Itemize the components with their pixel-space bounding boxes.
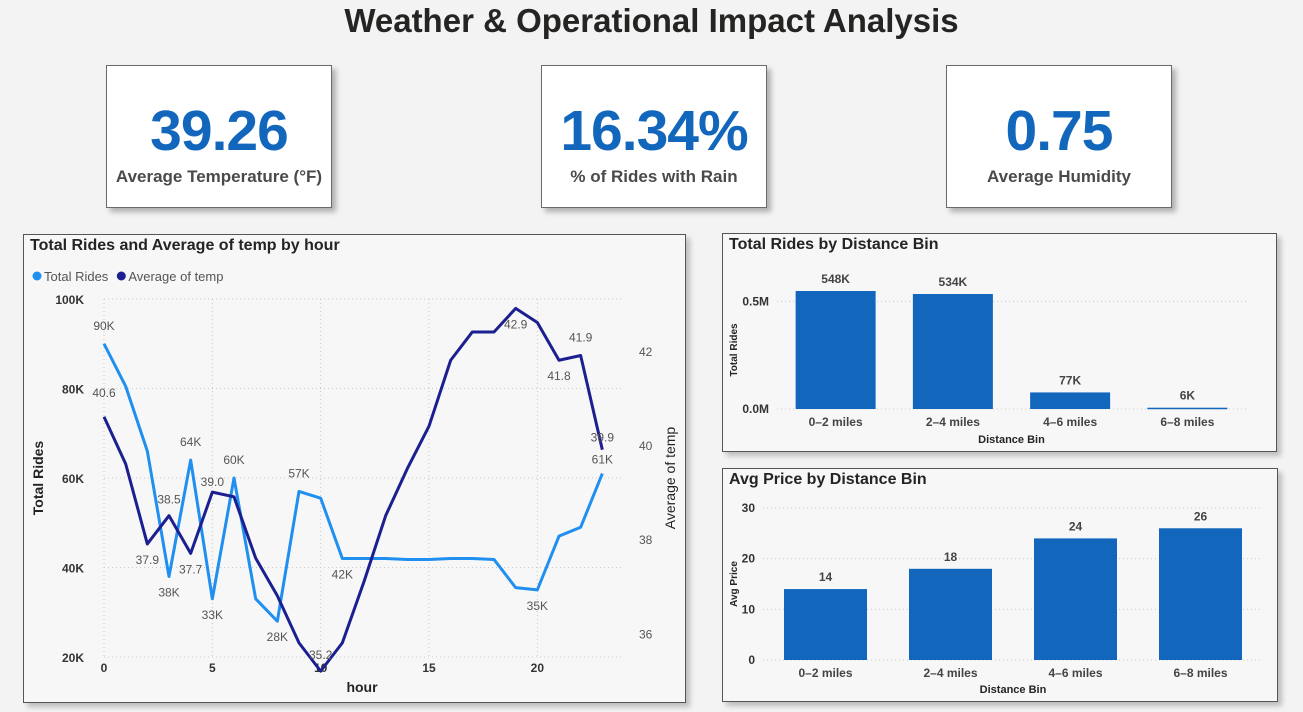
data-label: 39.9 <box>591 431 615 445</box>
chart-title: Total Rides by Distance Bin <box>729 236 939 253</box>
data-label: 64K <box>180 435 201 449</box>
data-label: 42.9 <box>504 317 528 331</box>
line-chart: Total Rides Average of temp 20K 40K 60K 80K 10… <box>30 269 678 695</box>
data-label: 35.2 <box>309 648 333 662</box>
y-axis-title: Total Rides <box>729 323 740 377</box>
bar <box>909 568 992 660</box>
x-axis-title: Distance Bin <box>978 434 1045 446</box>
data-label: 90K <box>93 319 114 333</box>
bar-data-label: 14 <box>819 570 833 584</box>
data-label: 33K <box>202 608 223 622</box>
data-label: 41.8 <box>547 369 571 383</box>
data-label: 40.6 <box>92 386 116 400</box>
bar-data-label: 26 <box>1194 509 1208 523</box>
kpi-label: Average Humidity <box>987 167 1131 186</box>
y2-tick-label: 36 <box>639 627 653 641</box>
x-tick-label: 4–6 miles <box>1048 666 1102 680</box>
x-tick-label: 2–4 miles <box>926 415 980 429</box>
bar-chart-price-panel[interactable]: Avg Price by Distance Bin 0 10 20 30 14 0–2 m… <box>722 468 1278 702</box>
y2-tick-label: 38 <box>639 533 653 547</box>
x-tick-label: 4–6 miles <box>1043 415 1097 429</box>
data-label: 42K <box>332 568 353 582</box>
x-tick-label: 5 <box>209 661 216 675</box>
series-line-average-of-temp <box>102 306 604 673</box>
y-tick-label: 30 <box>742 501 756 515</box>
x-tick-label: 6–8 miles <box>1173 666 1227 680</box>
y-tick-label: 0.5M <box>742 294 769 308</box>
kpi-card-avg-temperature[interactable]: 39.26 Average Temperature (°F) <box>106 65 332 208</box>
legend-entry: Total Rides <box>44 269 109 284</box>
bar-chart-rides-panel[interactable]: Total Rides by Distance Bin 0.0M 0.5M 548K… <box>722 233 1277 452</box>
x-tick-label: 0 <box>101 661 108 675</box>
y-tick-label: 20 <box>742 552 756 566</box>
bar <box>1030 392 1111 409</box>
kpi-value: 16.34% <box>560 99 748 163</box>
chart-title: Avg Price by Distance Bin <box>729 471 927 488</box>
data-label: 37.7 <box>179 562 203 576</box>
kpi-label: Average Temperature (°F) <box>115 167 323 186</box>
bar-data-label: 534K <box>939 275 968 289</box>
bar <box>1159 528 1242 660</box>
data-label: 60K <box>223 453 244 467</box>
bar <box>1147 407 1228 410</box>
kpi-card-avg-humidity[interactable]: 0.75 Average Humidity <box>946 65 1172 208</box>
data-label: 57K <box>288 466 309 480</box>
chart-title: Total Rides and Average of temp by hour <box>30 237 340 254</box>
data-label: 35K <box>527 599 548 613</box>
x-tick-label: 0–2 miles <box>809 415 863 429</box>
data-label: 39.0 <box>201 475 225 489</box>
y2-axis-title: Average of temp <box>662 427 678 530</box>
kpi-value: 39.26 <box>150 99 289 163</box>
data-label: 38K <box>158 585 179 599</box>
series-line-total-rides <box>102 343 604 623</box>
x-axis-title: hour <box>346 679 378 695</box>
x-axis-title: Distance Bin <box>980 684 1047 696</box>
y-axis-title: Avg Price <box>729 561 740 607</box>
bar <box>912 294 993 409</box>
kpi-label: % of Rides with Rain <box>570 167 738 186</box>
bar-data-label: 77K <box>1059 373 1081 387</box>
y-axis-title: Total Rides <box>30 441 46 516</box>
x-tick-label: 20 <box>531 661 545 675</box>
bar-data-label: 6K <box>1180 389 1196 403</box>
legend-marker <box>32 271 42 281</box>
y-tick-label: 100K <box>55 293 84 307</box>
data-label: 37.9 <box>136 553 160 567</box>
bar-data-label: 548K <box>821 272 850 286</box>
legend-entry: Average of temp <box>128 269 223 284</box>
legend-marker <box>116 271 126 281</box>
bar-chart-rides: 0.0M 0.5M 548K 0–2 miles 534K 2–4 miles 77K 4–6… <box>729 272 1246 446</box>
kpi-card-rain-rides[interactable]: 16.34% % of Rides with Rain <box>541 65 767 208</box>
y2-tick-label: 40 <box>639 439 653 453</box>
y-tick-label: 0 <box>748 653 755 667</box>
line-chart-panel[interactable]: Total Rides and Average of temp by hour … <box>23 234 686 703</box>
data-label: 38.5 <box>157 493 181 507</box>
x-tick-label: 15 <box>422 661 436 675</box>
bar <box>795 291 876 409</box>
y-tick-label: 0.0M <box>742 402 769 416</box>
y-tick-label: 60K <box>62 472 84 486</box>
x-tick-label: 0–2 miles <box>798 666 852 680</box>
y-tick-label: 80K <box>62 383 84 397</box>
kpi-value: 0.75 <box>1005 99 1114 163</box>
data-label: 61K <box>592 453 613 467</box>
y-tick-label: 40K <box>62 562 84 576</box>
y2-tick-label: 42 <box>639 345 653 359</box>
y-tick-label: 20K <box>62 651 84 665</box>
data-label: 28K <box>267 630 288 644</box>
bar-data-label: 18 <box>944 550 958 564</box>
page-title: Weather & Operational Impact Analysis <box>344 2 959 39</box>
data-label: 41.9 <box>569 331 593 345</box>
y-tick-label: 10 <box>742 602 756 616</box>
x-tick-label: 6–8 miles <box>1160 415 1214 429</box>
bar-chart-price: 0 10 20 30 14 0–2 miles 18 2–4 miles 24 4–6 miles… <box>729 501 1263 696</box>
bar <box>784 589 867 660</box>
x-tick-label: 2–4 miles <box>923 666 977 680</box>
bar <box>1034 538 1117 660</box>
bar-data-label: 24 <box>1069 519 1083 533</box>
